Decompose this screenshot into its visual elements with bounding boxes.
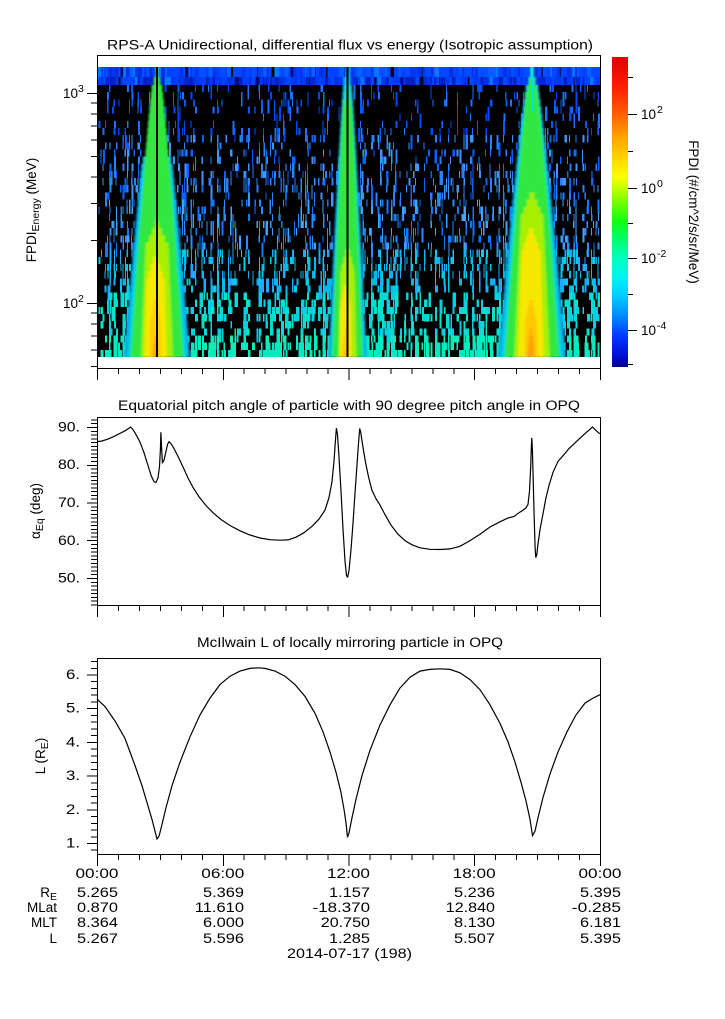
svg-text:-4: -4 [657, 320, 666, 332]
svg-text:06:00: 06:00 [201, 866, 244, 881]
svg-text:6.: 6. [66, 667, 80, 682]
svg-text:8.130: 8.130 [454, 915, 495, 930]
svg-text:2: 2 [657, 104, 663, 116]
svg-text:5.369: 5.369 [203, 885, 244, 900]
svg-text:10: 10 [641, 107, 656, 122]
svg-text:5.395: 5.395 [580, 885, 621, 900]
svg-text:10: 10 [641, 323, 656, 338]
svg-text:20.750: 20.750 [321, 915, 370, 930]
svg-text:5.596: 5.596 [203, 931, 244, 946]
svg-text:3.: 3. [66, 768, 80, 783]
svg-text:12.840: 12.840 [446, 900, 495, 915]
svg-text:5.: 5. [66, 701, 80, 716]
svg-text:18:00: 18:00 [453, 866, 496, 881]
svg-text:3: 3 [78, 83, 84, 95]
svg-text:MLat: MLat [27, 900, 57, 915]
svg-text:60.: 60. [58, 533, 80, 548]
svg-text:1.157: 1.157 [329, 885, 370, 900]
svg-text:2: 2 [78, 293, 84, 305]
svg-text:MLT: MLT [31, 915, 57, 930]
svg-text:2.: 2. [66, 802, 80, 817]
svg-text:-2: -2 [657, 248, 666, 260]
svg-text:5.236: 5.236 [454, 885, 495, 900]
svg-text:5.507: 5.507 [454, 931, 495, 946]
svg-text:50.: 50. [58, 571, 80, 586]
svg-text:12:00: 12:00 [327, 866, 370, 881]
svg-text:70.: 70. [58, 495, 80, 510]
svg-text:McIlwain L of locally mirrorin: McIlwain L of locally mirroring particle… [197, 635, 503, 650]
svg-text:11.610: 11.610 [195, 900, 244, 915]
svg-text:5.267: 5.267 [77, 931, 118, 946]
svg-text:L: L [49, 931, 57, 946]
svg-text:2014-07-17 (198): 2014-07-17 (198) [287, 946, 412, 961]
svg-text:10: 10 [641, 181, 656, 196]
svg-text:-18.370: -18.370 [313, 900, 370, 915]
svg-text:00:00: 00:00 [76, 866, 119, 881]
svg-text:6.181: 6.181 [580, 915, 621, 930]
svg-text:0.870: 0.870 [77, 900, 118, 915]
svg-text:10: 10 [63, 296, 78, 311]
svg-text:5.265: 5.265 [77, 885, 118, 900]
svg-text:1.: 1. [66, 836, 80, 851]
svg-text:6.000: 6.000 [203, 915, 244, 930]
svg-text:-0.285: -0.285 [572, 900, 621, 915]
svg-text:Equatorial pitch angle of part: Equatorial pitch angle of particle with … [118, 398, 580, 413]
svg-text:00:00: 00:00 [579, 866, 622, 881]
svg-text:80.: 80. [58, 457, 80, 472]
svg-text:10: 10 [641, 251, 656, 266]
svg-text:1.285: 1.285 [329, 931, 370, 946]
svg-text:FPDIEnergy (MeV): FPDIEnergy (MeV) [24, 158, 42, 263]
svg-text:5.395: 5.395 [580, 931, 621, 946]
svg-text:8.364: 8.364 [77, 915, 119, 930]
svg-text:RPS-A Unidirectional, differen: RPS-A Unidirectional, differential flux … [107, 38, 593, 53]
svg-text:4.: 4. [66, 734, 80, 749]
svg-text:FPDI (#/cm^2/s/sr/MeV): FPDI (#/cm^2/s/sr/MeV) [686, 140, 701, 284]
svg-text:90.: 90. [58, 420, 80, 435]
svg-text:0: 0 [657, 178, 663, 190]
svg-text:10: 10 [63, 86, 78, 101]
